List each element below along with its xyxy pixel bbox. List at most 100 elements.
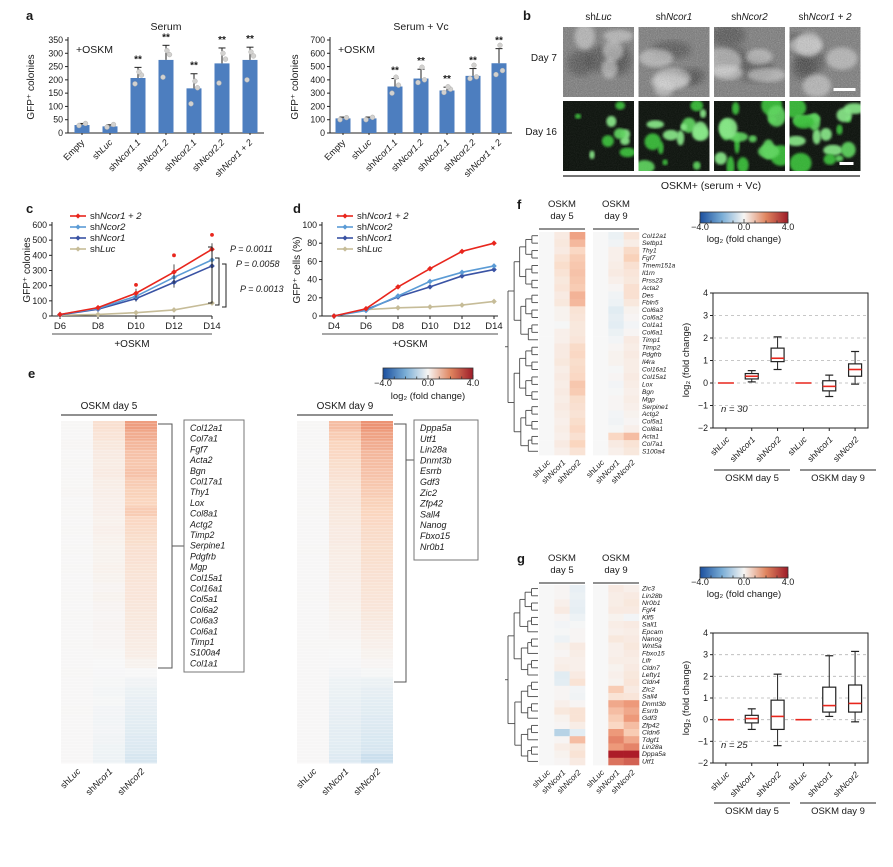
heatmap-cell [539, 284, 555, 292]
heatmap-cell [623, 757, 640, 766]
series-marker [171, 269, 177, 275]
heatmap-cell [623, 721, 640, 730]
y-tick-label: 100 [302, 220, 317, 230]
legend-label: shLuc [90, 244, 116, 255]
heatmap-cell [623, 254, 640, 263]
gene-label: Col6a3 [190, 616, 218, 626]
gene-label: Timp1 [190, 637, 214, 647]
box-category-label: shLuc [708, 434, 732, 458]
legend-label: shNcor1 + 2 [90, 211, 142, 222]
x-axis-label-oskm: +OSKM [114, 339, 149, 350]
cb-label: log₂ (fold change) [707, 589, 781, 600]
gene-label: Timp1 [642, 337, 661, 344]
image-texture [789, 101, 861, 171]
replicate-dot [473, 74, 480, 80]
y-tick-label: −2 [698, 758, 708, 768]
series-marker [395, 305, 401, 311]
heatmap-cell [539, 736, 555, 744]
heatmap-cell [539, 336, 555, 344]
gfp-fluorescence-image [789, 101, 861, 171]
microscopy-caption: OSKM+ (serum + Vc) [661, 180, 761, 192]
box-category-label: shLuc [786, 434, 810, 458]
heatmap-cell [608, 313, 624, 322]
series-line [59, 248, 213, 316]
heatmap-cell [593, 592, 609, 600]
heatmap-cell [623, 291, 640, 300]
cb-tick-zero: 0.0 [738, 577, 751, 587]
heatmap-cell [623, 678, 640, 687]
heatmap-cell [554, 736, 570, 744]
gene-label: Cldn4 [642, 679, 660, 686]
heatmap-cell [593, 729, 609, 737]
cb-label: log₂ (fold change) [707, 234, 781, 245]
heatmap-cell [569, 685, 586, 694]
y-tick-label: 400 [310, 75, 325, 85]
gene-bracket [158, 423, 184, 669]
heatmap-cell [608, 671, 624, 679]
heatmap-cell [608, 284, 624, 292]
heatmap-cell [554, 410, 570, 419]
replicate-dot [493, 71, 499, 78]
y-tick-label: 600 [32, 220, 47, 230]
heatmap-cell [593, 417, 609, 426]
heatmap-cell [623, 395, 640, 404]
heatmap-cell [593, 599, 609, 607]
heatmap-cell [539, 671, 555, 679]
y-tick-label: 400 [32, 250, 47, 260]
box [822, 686, 837, 713]
heatmap-cell [593, 232, 609, 240]
image-texture [563, 27, 634, 97]
gene-label: Col1a1 [642, 322, 663, 329]
gene-label: Dppa5a [420, 423, 452, 433]
heatmap-cell [593, 395, 609, 404]
heatmap-cell [593, 642, 609, 651]
heatmap-cell [539, 246, 555, 255]
heatmap-cell [569, 440, 586, 448]
legend-label: shNcor2 [90, 222, 126, 233]
heatmap-cell [554, 313, 570, 322]
phase-contrast-image [789, 27, 861, 97]
gene-label: Col6a1 [190, 626, 218, 636]
heatmap-col-label: shNcor2 [352, 766, 383, 797]
heatmap-cell [569, 425, 586, 433]
heatmap-cell [554, 432, 570, 441]
heatmap-cell [569, 613, 586, 622]
group-label-day5: OSKM day 5 [725, 473, 779, 484]
panel-g-label: g [517, 551, 525, 566]
heatmap-title-day5: OSKM day 5 [81, 401, 138, 412]
col-group-line2: day 5 [550, 565, 573, 576]
heatmap-cell [623, 239, 640, 248]
heatmap-cell [608, 388, 624, 396]
heatmap-cell [608, 592, 624, 600]
heatmap-cell [623, 693, 640, 701]
x-category-label: shLuc [90, 137, 114, 161]
box-category-label: shLuc [708, 769, 732, 793]
heatmap-col-label: shLuc [58, 766, 82, 790]
heatmap-cell [539, 425, 555, 433]
box [770, 347, 785, 363]
heatmap-cell [539, 380, 555, 389]
group-label-day5: OSKM day 5 [725, 806, 779, 817]
panel-e: e OSKM day 5 OSKM day 9 −4.0 0.0 4.0 log… [28, 366, 479, 797]
heatmap-cell [539, 402, 555, 411]
heatmap-cell [608, 321, 624, 329]
heatmap-cell [623, 685, 640, 694]
heatmap-cell [554, 714, 570, 723]
heatmap-cell [569, 306, 586, 315]
replicate-dot [395, 82, 402, 88]
gene-label: Nr0b1 [642, 600, 661, 607]
heatmap-cell [554, 306, 570, 315]
gene-label: Timp2 [190, 530, 214, 540]
gene-label: Fbln5 [642, 300, 659, 307]
box-category-label: shNcor1 [728, 769, 758, 799]
heatmap-title-day9: OSKM day 9 [317, 401, 374, 412]
heatmap-cell [539, 642, 555, 651]
replicate-dot [441, 89, 447, 96]
col-group-line2: day 5 [550, 211, 573, 222]
heatmap-cell [608, 678, 624, 687]
col-group-line1: OSKM [602, 553, 630, 564]
panel-d-label: d [293, 201, 301, 216]
heatmap-cell [608, 642, 624, 651]
